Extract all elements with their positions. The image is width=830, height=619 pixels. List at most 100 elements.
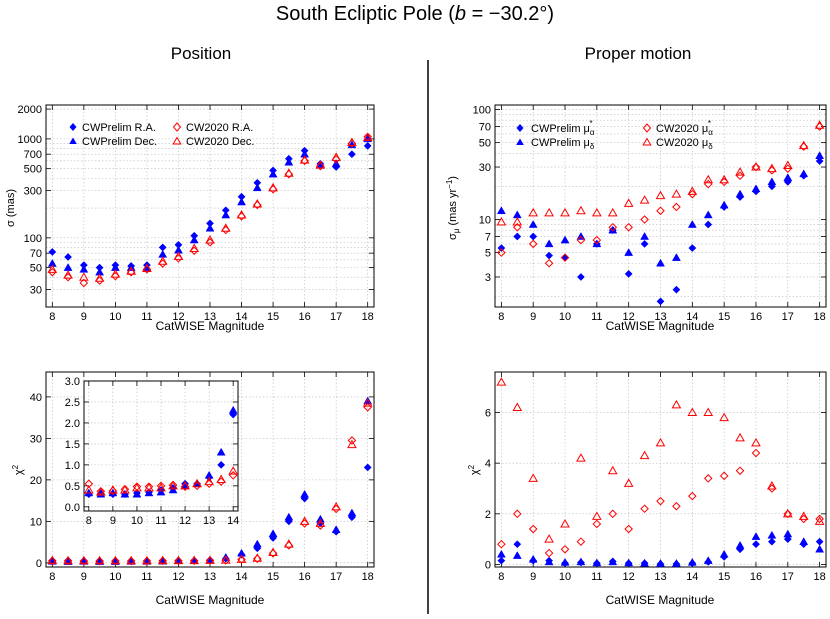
x-tick-label: 12 bbox=[172, 571, 184, 583]
y-tick-label: 30 bbox=[479, 162, 491, 174]
data-point bbox=[268, 529, 278, 538]
data-point bbox=[560, 557, 570, 566]
x-tick-label: 10 bbox=[559, 311, 571, 323]
data-point bbox=[126, 555, 137, 565]
data-point bbox=[63, 270, 73, 279]
pm-sigma-legend: CWPrelim μα* CWPrelim μδ CW2020 μα* CW20… bbox=[516, 119, 713, 151]
x-tick-label: 11 bbox=[591, 571, 602, 583]
data-point bbox=[63, 263, 73, 271]
data-point bbox=[783, 529, 793, 538]
data-point bbox=[592, 519, 602, 529]
data-point bbox=[688, 491, 697, 501]
y-tick-label: 4 bbox=[485, 458, 491, 470]
data-point bbox=[63, 555, 73, 565]
y-tick-label: 3.0 bbox=[65, 376, 80, 388]
x-tick-label: 15 bbox=[267, 311, 279, 323]
data-point bbox=[655, 190, 666, 200]
data-point bbox=[767, 484, 777, 493]
data-point bbox=[687, 186, 698, 195]
x-tick-label: 15 bbox=[718, 571, 730, 583]
data-point bbox=[120, 485, 130, 494]
data-point bbox=[782, 160, 793, 169]
data-point bbox=[783, 164, 793, 173]
data-point bbox=[783, 535, 792, 544]
data-point bbox=[544, 239, 554, 248]
y-tick-label: 10 bbox=[30, 516, 42, 528]
data-point bbox=[220, 223, 231, 232]
x-tick-label: 11 bbox=[141, 311, 152, 323]
data-point bbox=[189, 235, 199, 244]
y-tick-label: 2 bbox=[485, 509, 491, 521]
data-point bbox=[782, 508, 793, 518]
series-1 bbox=[496, 151, 825, 267]
data-point bbox=[735, 432, 745, 442]
data-point bbox=[624, 222, 633, 232]
data-point bbox=[216, 474, 227, 484]
data-point bbox=[719, 549, 729, 558]
data-point bbox=[751, 532, 761, 540]
data-point bbox=[783, 173, 793, 181]
data-point bbox=[751, 448, 761, 458]
data-point bbox=[268, 547, 278, 556]
x-tick-label: 18 bbox=[362, 571, 374, 583]
data-point bbox=[236, 554, 247, 563]
data-point bbox=[132, 489, 142, 498]
y-tick-label: 50 bbox=[479, 138, 491, 150]
data-point bbox=[719, 471, 729, 481]
data-point bbox=[144, 482, 154, 491]
x-tick-label: 9 bbox=[530, 571, 536, 583]
data-point bbox=[204, 476, 214, 486]
data-point bbox=[576, 453, 586, 462]
data-point bbox=[607, 465, 618, 475]
data-point bbox=[94, 273, 105, 282]
data-point bbox=[132, 482, 142, 492]
data-point bbox=[671, 253, 681, 261]
data-point bbox=[205, 235, 215, 244]
data-point bbox=[237, 197, 246, 206]
data-point bbox=[624, 269, 633, 278]
y-tick-label: 10 bbox=[479, 214, 491, 226]
y-tick-label: 0 bbox=[36, 558, 42, 570]
data-point bbox=[205, 223, 215, 232]
data-point bbox=[640, 504, 649, 514]
data-point bbox=[64, 253, 73, 261]
legend-cwprelim-ra: CWPrelim R.A. bbox=[82, 122, 156, 134]
data-point bbox=[156, 481, 166, 491]
data-point bbox=[767, 177, 777, 186]
panel-proper-motion-sigma: 8 9 10 11 12 13 14 15 16 17 18 3 5 7 10 30 50 70 100 bbox=[473, 104, 827, 323]
data-point bbox=[512, 222, 522, 232]
data-point bbox=[142, 555, 152, 565]
data-point bbox=[751, 162, 761, 171]
x-tick-label: 9 bbox=[81, 311, 87, 323]
data-point bbox=[347, 137, 357, 146]
data-point bbox=[173, 251, 184, 260]
data-point bbox=[671, 189, 682, 198]
data-point bbox=[236, 210, 247, 219]
x-tick-label: 8 bbox=[86, 515, 92, 527]
series-1 bbox=[47, 134, 373, 276]
data-point bbox=[144, 482, 154, 492]
data-point bbox=[592, 558, 602, 567]
data-point bbox=[216, 447, 226, 456]
data-point bbox=[544, 534, 554, 543]
y-tick-label: 100 bbox=[24, 233, 42, 245]
pos-chi2-ylabel: χ2 bbox=[11, 464, 25, 475]
data-point bbox=[268, 169, 278, 178]
data-point bbox=[751, 162, 761, 172]
x-tick-label: 10 bbox=[131, 515, 143, 527]
x-tick-label: 10 bbox=[109, 571, 121, 583]
data-point bbox=[94, 555, 105, 565]
data-point bbox=[497, 539, 506, 549]
legend-marker-cwprelim-dec bbox=[69, 137, 77, 144]
legend-marker-cw2020-ra bbox=[172, 122, 182, 132]
pos-sigma-ylabel: σ (mas) bbox=[5, 189, 17, 227]
x-tick-label: 17 bbox=[782, 571, 794, 583]
data-point bbox=[78, 272, 89, 281]
data-point bbox=[513, 540, 522, 549]
data-point bbox=[205, 556, 215, 565]
data-point bbox=[497, 556, 506, 565]
x-tick-label: 8 bbox=[498, 311, 504, 323]
legend-marker-cw2020-dec bbox=[172, 136, 182, 145]
data-point bbox=[655, 437, 666, 447]
data-point bbox=[687, 220, 697, 228]
